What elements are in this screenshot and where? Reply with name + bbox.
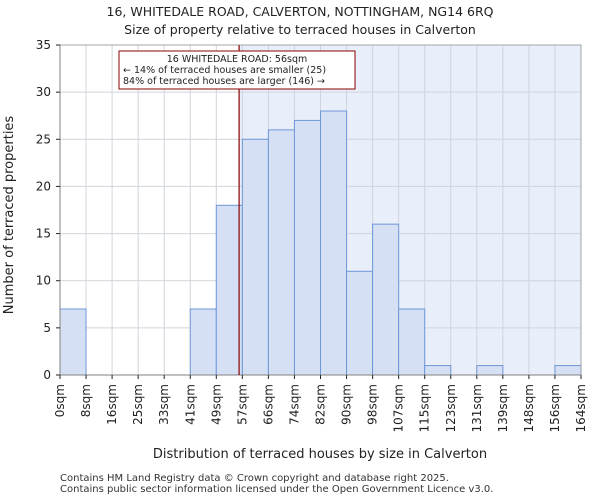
x-axis-label: Distribution of terraced houses by size … — [153, 447, 487, 462]
x-tick-label: 0sqm — [53, 384, 67, 417]
x-tick-label: 57sqm — [235, 384, 249, 425]
x-tick-label: 131sqm — [470, 384, 484, 432]
annotation-line-2: ← 14% of terraced houses are smaller (25… — [123, 65, 326, 76]
bar-82sqm — [320, 110, 348, 376]
x-tick-label: 25sqm — [131, 384, 145, 425]
x-tick-label: 82sqm — [314, 384, 328, 425]
x-tick-label: 98sqm — [366, 384, 380, 425]
chart-subtitle: Size of property relative to terraced ho… — [124, 22, 476, 37]
y-tick-label: 35 — [36, 38, 51, 52]
x-tick-label: 49sqm — [209, 384, 223, 425]
x-tick-label: 115sqm — [418, 384, 432, 432]
x-tick-label: 41sqm — [183, 384, 197, 425]
footer-line-1: Contains HM Land Registry data © Crown c… — [60, 473, 449, 484]
x-tick-label: 16sqm — [105, 384, 119, 425]
bar-131sqm — [476, 365, 504, 376]
bar-115sqm — [424, 365, 452, 376]
x-tick-label: 74sqm — [287, 384, 301, 425]
chart-svg: 0 5 10 15 20 25 30 35 0sqm 8sqm 16sqm 25sqm 33sqm 41s… — [2, 38, 588, 462]
bar-74sqm — [293, 119, 322, 376]
x-tick-label: 164sqm — [574, 384, 588, 432]
y-tick-label: 5 — [43, 321, 51, 335]
footer-line-2: Contains public sector information licen… — [60, 484, 494, 495]
x-tick-label: 148sqm — [522, 384, 536, 432]
chart-title: 16, WHITEDALE ROAD, CALVERTON, NOTTINGHA… — [106, 4, 494, 19]
y-tick-label: 15 — [36, 227, 51, 241]
annotation-line-1: 16 WHITEDALE ROAD: 56sqm — [167, 54, 307, 65]
y-tick-label: 20 — [36, 179, 51, 193]
bar-0sqm — [59, 308, 87, 376]
x-tick-label: 8sqm — [79, 384, 93, 417]
bar-156sqm — [554, 365, 582, 376]
x-tick-label: 139sqm — [496, 384, 510, 432]
x-tick-label: 107sqm — [392, 384, 406, 432]
y-tick-label: 10 — [36, 274, 51, 288]
annotation-line-3: 84% of terraced houses are larger (146) … — [123, 76, 325, 87]
y-tick-label: 0 — [43, 368, 51, 382]
x-tick-label: 156sqm — [548, 384, 562, 432]
y-axis-label: Number of terraced properties — [2, 116, 17, 315]
bar-49sqm — [215, 204, 243, 376]
x-tick-label: 33sqm — [157, 384, 171, 425]
x-tick-label: 66sqm — [261, 384, 275, 425]
x-tick-label: 123sqm — [444, 384, 458, 432]
y-tick-label: 30 — [36, 85, 51, 99]
bar-98sqm — [372, 223, 400, 376]
bar-90sqm — [346, 270, 374, 376]
bar-57sqm — [241, 138, 269, 376]
bar-107sqm — [398, 308, 426, 376]
bar-66sqm — [267, 129, 295, 376]
annotation-box — [118, 50, 356, 90]
y-tick-label: 25 — [36, 132, 51, 146]
x-tick-label: 90sqm — [340, 384, 354, 425]
bar-41sqm — [189, 308, 217, 376]
